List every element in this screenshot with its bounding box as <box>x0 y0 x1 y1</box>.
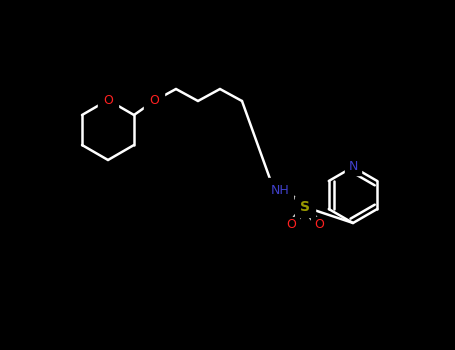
Text: O: O <box>149 94 159 107</box>
Text: S: S <box>300 200 310 214</box>
Text: N: N <box>349 161 358 174</box>
Text: NH: NH <box>271 183 289 196</box>
Text: O: O <box>314 218 324 231</box>
Text: O: O <box>103 93 113 106</box>
Text: O: O <box>286 218 296 231</box>
